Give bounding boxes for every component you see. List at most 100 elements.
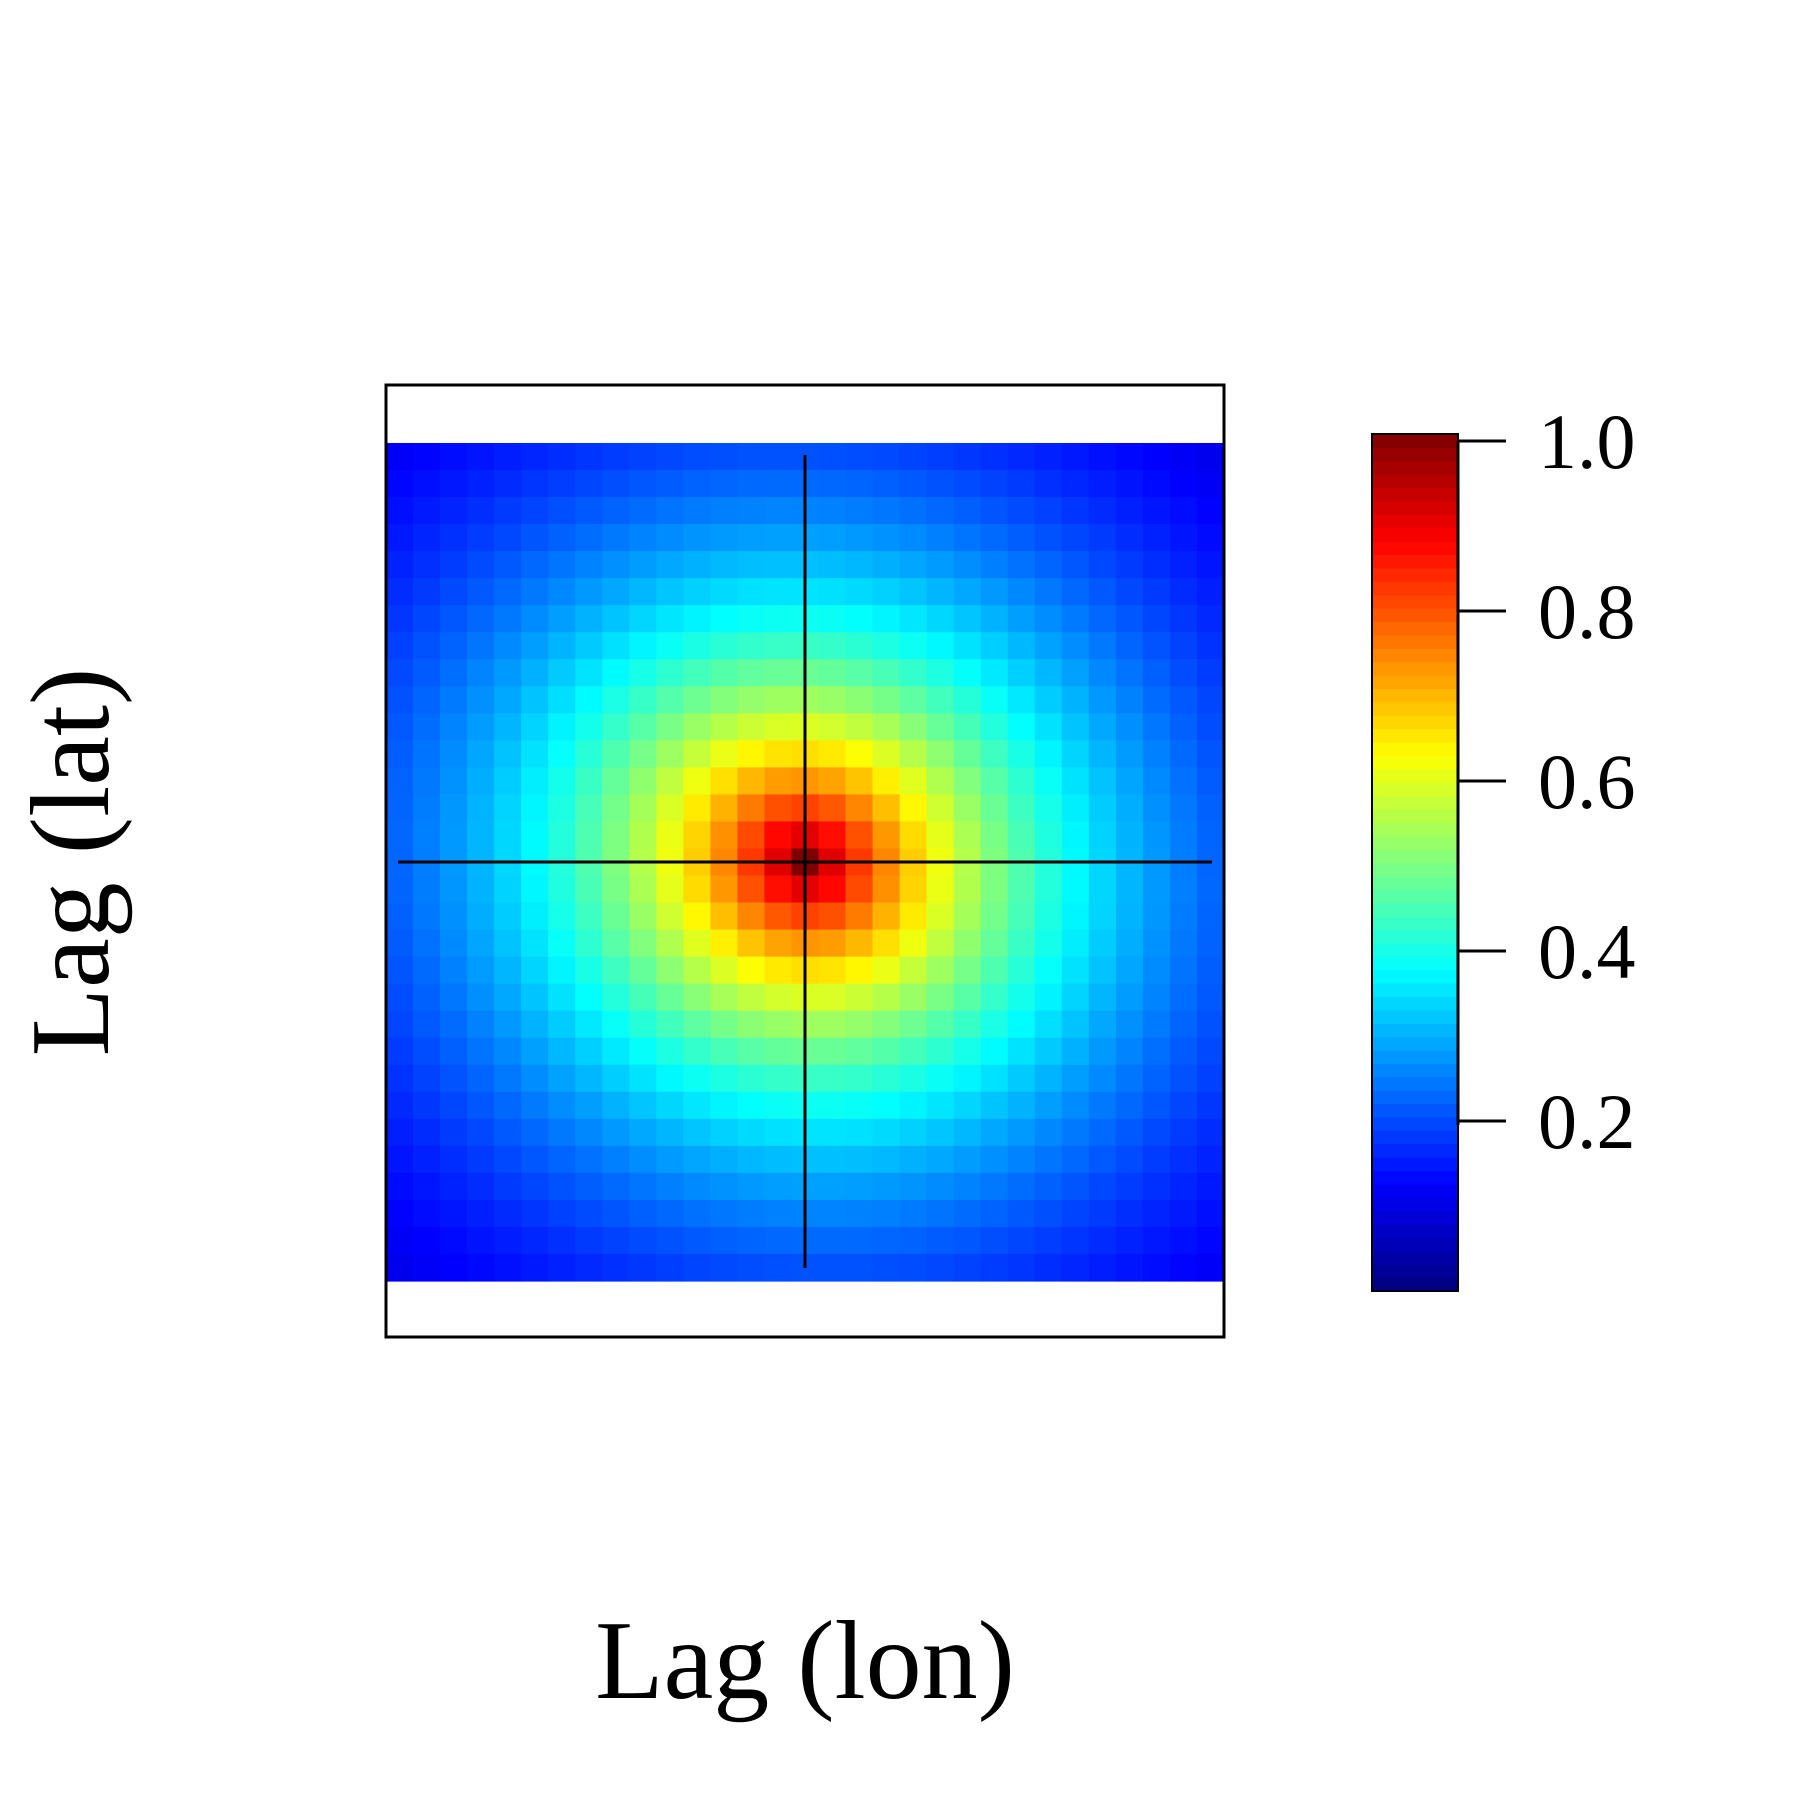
heatmap-cell <box>1088 875 1117 904</box>
heatmap-cell <box>980 1091 1009 1120</box>
colorbar-band <box>1372 1076 1458 1091</box>
heatmap-cell <box>1034 470 1063 498</box>
heatmap-cell <box>1196 902 1225 931</box>
heatmap-cell <box>413 902 441 931</box>
heatmap-cell <box>629 794 657 823</box>
colorbar-tick-label: 1.0 <box>1538 398 1636 485</box>
colorbar-band <box>1372 728 1458 743</box>
heatmap-cell <box>1169 767 1198 796</box>
heatmap-cell <box>629 443 657 471</box>
heatmap-cell <box>440 875 468 904</box>
heatmap-cell <box>1196 470 1225 498</box>
heatmap-cell <box>467 821 495 850</box>
colorbar-band <box>1372 835 1458 850</box>
colorbar-band <box>1372 474 1458 489</box>
heatmap-cell <box>1196 1064 1225 1093</box>
heatmap-cell <box>602 740 630 768</box>
heatmap-cell <box>1034 983 1063 1012</box>
heatmap-cell <box>1061 1010 1090 1039</box>
heatmap-cell <box>656 497 684 525</box>
heatmap-cell <box>980 470 1009 498</box>
heatmap-cell <box>683 902 711 931</box>
heatmap-cell <box>602 1118 630 1147</box>
heatmap-cell <box>737 686 766 714</box>
heatmap-cell <box>1007 1010 1036 1039</box>
heatmap-cell <box>926 983 955 1012</box>
heatmap-cell <box>440 740 468 768</box>
heatmap-cell <box>1088 740 1117 768</box>
heatmap-cell <box>1169 1199 1198 1228</box>
heatmap-cell <box>926 1145 955 1174</box>
heatmap-cell <box>683 740 711 768</box>
heatmap-cell <box>413 605 441 633</box>
colorbar-band <box>1372 916 1458 931</box>
heatmap-cell <box>521 470 549 498</box>
heatmap-cell <box>494 443 522 471</box>
heatmap-cell <box>548 524 576 552</box>
heatmap-cell <box>1115 794 1144 823</box>
heatmap-cell <box>386 1010 414 1039</box>
colorbar-band <box>1372 621 1458 636</box>
heatmap-cell <box>818 875 847 904</box>
heatmap-cell <box>575 767 603 796</box>
heatmap-cell <box>899 659 928 687</box>
heatmap-cell <box>764 1253 793 1282</box>
heatmap-cell <box>629 713 657 741</box>
heatmap-cell <box>899 1118 928 1147</box>
heatmap-cell <box>1169 821 1198 850</box>
heatmap-cell <box>656 470 684 498</box>
heatmap-cell <box>494 497 522 525</box>
heatmap-cell <box>602 1253 630 1282</box>
heatmap-cell <box>710 578 739 606</box>
heatmap-cell <box>710 713 739 741</box>
plot-frame <box>384 383 1226 1339</box>
heatmap-cell <box>926 767 955 796</box>
colorbar-band <box>1372 608 1458 623</box>
heatmap-cell <box>656 1037 684 1066</box>
heatmap-cell <box>845 1172 874 1201</box>
heatmap-cell <box>710 1064 739 1093</box>
heatmap-cell <box>953 875 982 904</box>
colorbar-band <box>1372 514 1458 529</box>
heatmap-cell <box>710 740 739 768</box>
heatmap-cell <box>737 767 766 796</box>
heatmap-cell <box>602 1145 630 1174</box>
heatmap-cell <box>548 983 576 1012</box>
heatmap-cell <box>737 443 766 471</box>
heatmap-cell <box>440 443 468 471</box>
heatmap-cell <box>872 929 901 958</box>
heatmap-cell <box>764 686 793 714</box>
heatmap-cell <box>548 767 576 796</box>
heatmap-cell <box>386 1172 414 1201</box>
heatmap-cell <box>818 1226 847 1255</box>
heatmap-cell <box>656 1064 684 1093</box>
heatmap-cell <box>1034 794 1063 823</box>
colorbar-band <box>1372 768 1458 783</box>
heatmap-cell <box>872 821 901 850</box>
heatmap-cell <box>1115 902 1144 931</box>
heatmap-cell <box>521 524 549 552</box>
heatmap-cell <box>953 1172 982 1201</box>
heatmap-cell <box>737 1253 766 1282</box>
colorbar-band <box>1372 594 1458 609</box>
heatmap-cell <box>899 470 928 498</box>
heatmap-cell <box>980 605 1009 633</box>
heatmap-cell <box>656 1199 684 1228</box>
heatmap-cell <box>1169 524 1198 552</box>
heatmap-cell <box>1196 956 1225 985</box>
heatmap-cell <box>629 1010 657 1039</box>
heatmap-cell <box>602 983 630 1012</box>
heatmap-cell <box>683 659 711 687</box>
heatmap-cell <box>683 1172 711 1201</box>
heatmap-cell <box>575 659 603 687</box>
heatmap-cell <box>683 632 711 660</box>
heatmap-cell <box>1034 767 1063 796</box>
heatmap-cell <box>467 1091 495 1120</box>
heatmap-cell <box>656 821 684 850</box>
heatmap-cell <box>1088 497 1117 525</box>
heatmap-cell <box>737 929 766 958</box>
heatmap-cell <box>980 578 1009 606</box>
colorbar-band <box>1372 983 1458 998</box>
heatmap-cell <box>575 1010 603 1039</box>
heatmap-cell <box>926 902 955 931</box>
